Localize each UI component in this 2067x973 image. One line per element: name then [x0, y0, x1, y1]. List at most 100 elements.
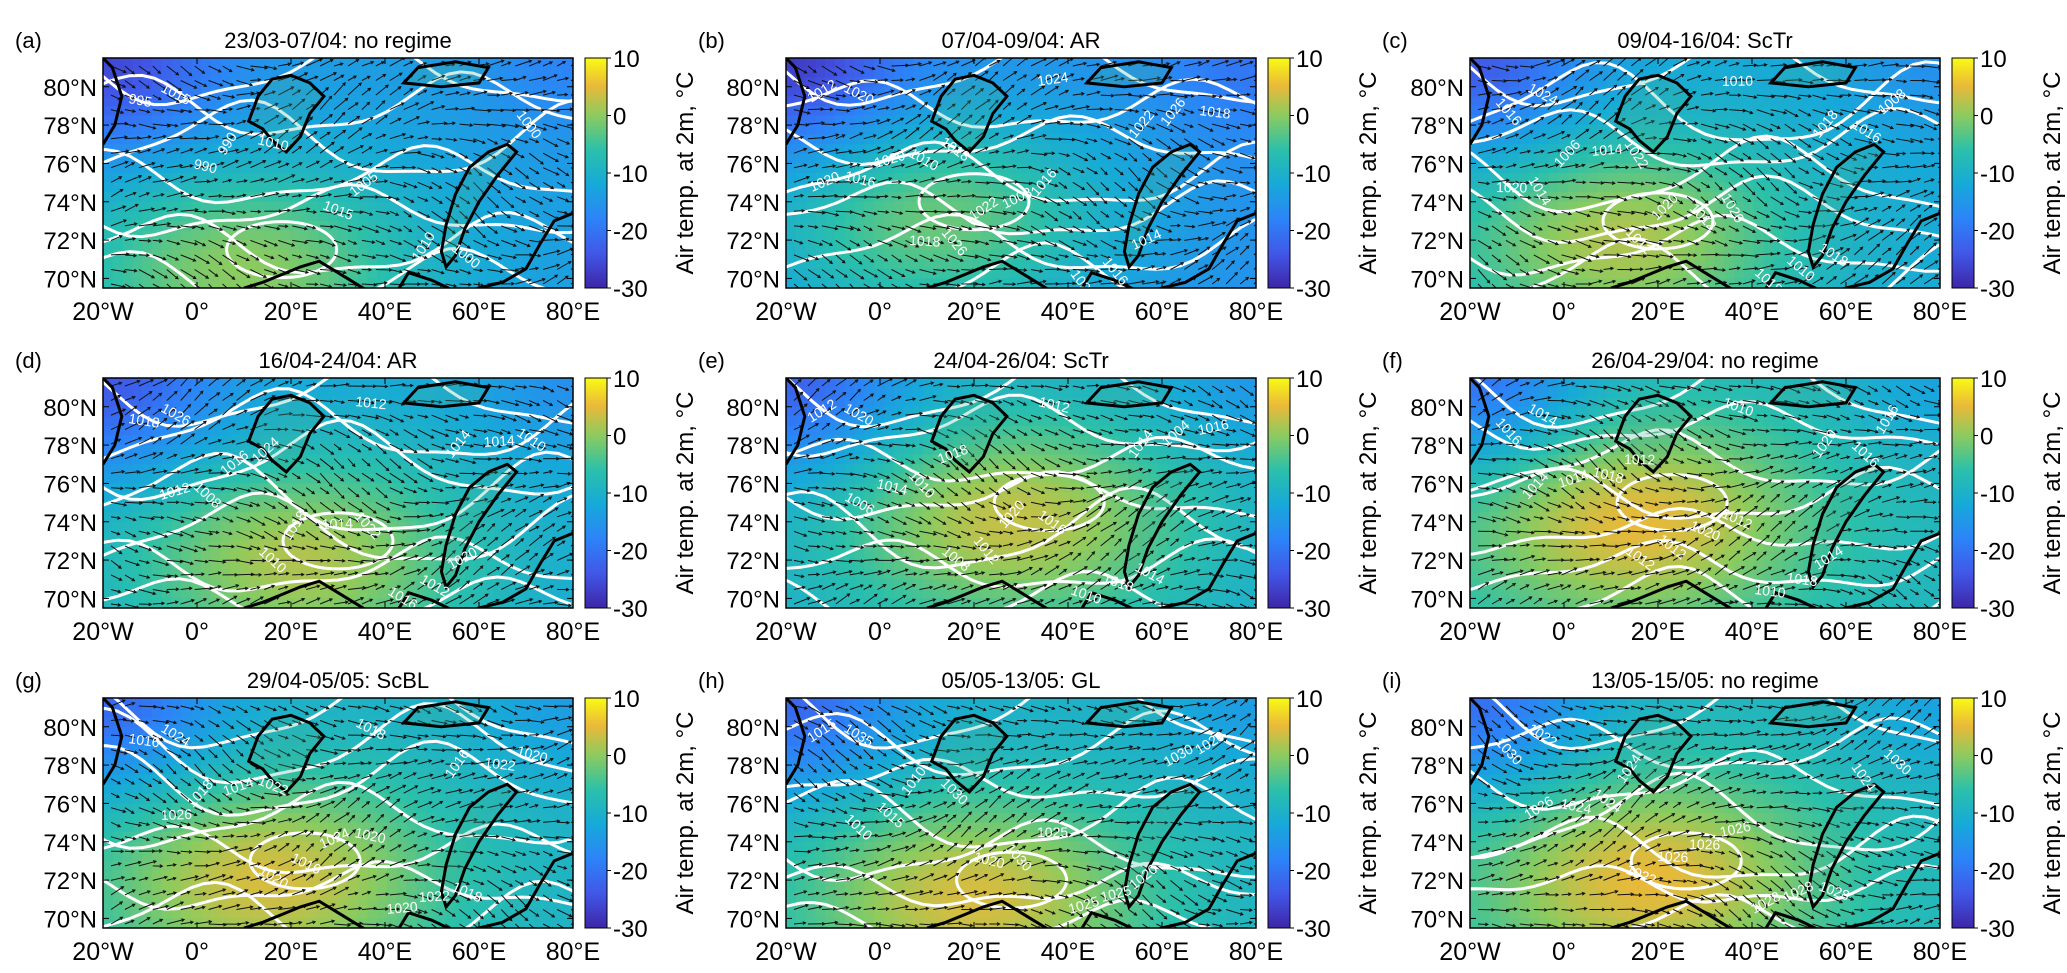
contour-label: 1026 [161, 806, 193, 823]
contour-label: 1014 [875, 475, 909, 498]
coastline-greenland [103, 378, 124, 466]
y-tick-label: 80°N [726, 715, 780, 742]
panel-title: 29/04-05/05: ScBL [247, 668, 429, 693]
y-tick-label: 80°N [726, 395, 780, 422]
y-tick-label: 80°N [1410, 75, 1464, 102]
contour-label: 1018 [909, 232, 941, 250]
colorbar-tick-label: 0 [613, 104, 626, 131]
contour-label: 1016 [1196, 416, 1230, 438]
contour-label: 1022 [484, 754, 517, 774]
coastlines [786, 378, 1256, 608]
coastline-franz-josef [400, 700, 491, 729]
x-tick-label: 0° [1552, 298, 1576, 326]
x-tick-label: 60°E [452, 298, 506, 326]
coastline-greenland [103, 58, 124, 146]
contour-label: 1020 [972, 848, 1006, 871]
contour-label: 1025 [1037, 824, 1068, 840]
coastline-novaya-zemlya [439, 782, 519, 911]
contour-label: 1016 [843, 167, 877, 190]
colorbar-tick-label: -10 [1980, 481, 2015, 508]
contour-label: 1025 [1099, 882, 1133, 905]
colorbar-tick-label: -30 [1296, 916, 1331, 943]
coastlines [103, 378, 573, 608]
panel-title: 05/05-13/05: GL [941, 668, 1100, 693]
coastline-franz-josef [1767, 700, 1858, 729]
y-tick-label: 74°N [1410, 830, 1464, 857]
panel-letter: (d) [15, 348, 42, 373]
wind-vectors [110, 378, 573, 608]
y-tick-label: 76°N [1410, 471, 1464, 498]
coastlines [103, 698, 573, 928]
x-tick-label: 20°E [1631, 298, 1685, 326]
coastline-russia [1764, 531, 1940, 608]
coastline-franz-josef [1767, 60, 1858, 89]
colorbar-label: Air temp. at 2m, °C [672, 392, 699, 595]
coastline-svalbard [246, 393, 326, 474]
colorbar-tick-label: 0 [1296, 104, 1309, 131]
x-tick-label: 40°E [1041, 298, 1095, 326]
plot-frame [785, 57, 1257, 289]
panel-letter: (i) [1382, 668, 1402, 693]
panel-c: 1024102210201018101610141012101010081006… [1382, 28, 2066, 326]
panel-i: 1022102410261028103010241026102810301024… [1382, 668, 2066, 966]
contour-label: 1018 [128, 410, 161, 431]
x-tick-label: 20°E [1631, 938, 1685, 966]
colorbar: 10 0 -10 -20 -30 Air temp. at 2m, °C [1951, 366, 2066, 623]
coastline-russia [397, 531, 573, 608]
colorbar-tick-label: 0 [1980, 744, 1993, 771]
colorbar-tick-label: -10 [1296, 481, 1331, 508]
y-tick-label: 76°N [43, 791, 97, 818]
coastline-novaya-zemlya [1122, 462, 1202, 591]
coastline-russia [1080, 851, 1256, 928]
x-tick-label: 60°E [1819, 298, 1873, 326]
colorbar: 10 0 -10 -20 -30 Air temp. at 2m, °C [1951, 46, 2066, 303]
y-tick-label: 76°N [43, 471, 97, 498]
x-tick-label: 20°W [755, 938, 817, 966]
temperature-field: 1014101210121014101610181020101810161014… [1470, 378, 1940, 608]
panel-letter: (c) [1382, 28, 1408, 53]
x-tick-label: 80°E [546, 298, 600, 326]
colorbar-tick-label: -10 [1296, 801, 1331, 828]
x-tick-label: 80°E [546, 618, 600, 646]
panel-f: 1014101210121014101610181020101810161014… [1382, 348, 2066, 646]
colorbar-tick-label: 0 [1296, 744, 1309, 771]
y-tick-label: 74°N [1410, 190, 1464, 217]
coastline-novaya-zemlya [439, 462, 519, 591]
y-tick-label: 78°N [726, 433, 780, 460]
y-tick-label: 70°N [1410, 906, 1464, 933]
y-tick-label: 70°N [726, 266, 780, 293]
x-tick-label: 0° [185, 618, 209, 646]
coastline-greenland [1470, 378, 1491, 466]
colorbar: 10 0 -10 -20 -30 Air temp. at 2m, °C [584, 686, 699, 943]
panel-title: 16/04-24/04: AR [258, 348, 417, 373]
x-tick-label: 20°E [264, 298, 318, 326]
x-tick-label: 20°E [1631, 618, 1685, 646]
x-tick-label: 0° [1552, 938, 1576, 966]
contour-label: 1014 [483, 432, 515, 450]
panel-letter: (g) [15, 668, 42, 693]
coastline-svalbard [1613, 73, 1693, 154]
contour-label: 1016 [128, 730, 161, 750]
panel-letter: (h) [698, 668, 725, 693]
coastline-greenland [786, 698, 807, 786]
coastline-novaya-zemlya [1122, 782, 1202, 911]
x-tick-label: 20°W [755, 618, 817, 646]
coastline-svalbard [246, 73, 326, 154]
y-tick-label: 76°N [726, 471, 780, 498]
colorbar-tick-label: -10 [613, 161, 648, 188]
colorbar-tick-label: -20 [1980, 859, 2015, 886]
coastline-novaya-zemlya [1806, 142, 1886, 271]
plot-frame [102, 697, 574, 929]
panel-d: 1026102410221020101810161014101210101008… [15, 348, 699, 646]
colorbar-tick-label: -30 [613, 276, 648, 303]
contour-label: 1010 [1754, 581, 1787, 601]
contour-label: 990 [192, 155, 219, 176]
y-tick-label: 74°N [726, 510, 780, 537]
coastline-franz-josef [400, 380, 491, 409]
coastlines [1470, 378, 1940, 608]
coastline-franz-josef [1083, 60, 1174, 89]
x-tick-label: 0° [868, 298, 892, 326]
colorbar-label: Air temp. at 2m, °C [2039, 712, 2066, 915]
x-tick-label: 40°E [1725, 618, 1779, 646]
contour-label: 995 [127, 90, 153, 110]
